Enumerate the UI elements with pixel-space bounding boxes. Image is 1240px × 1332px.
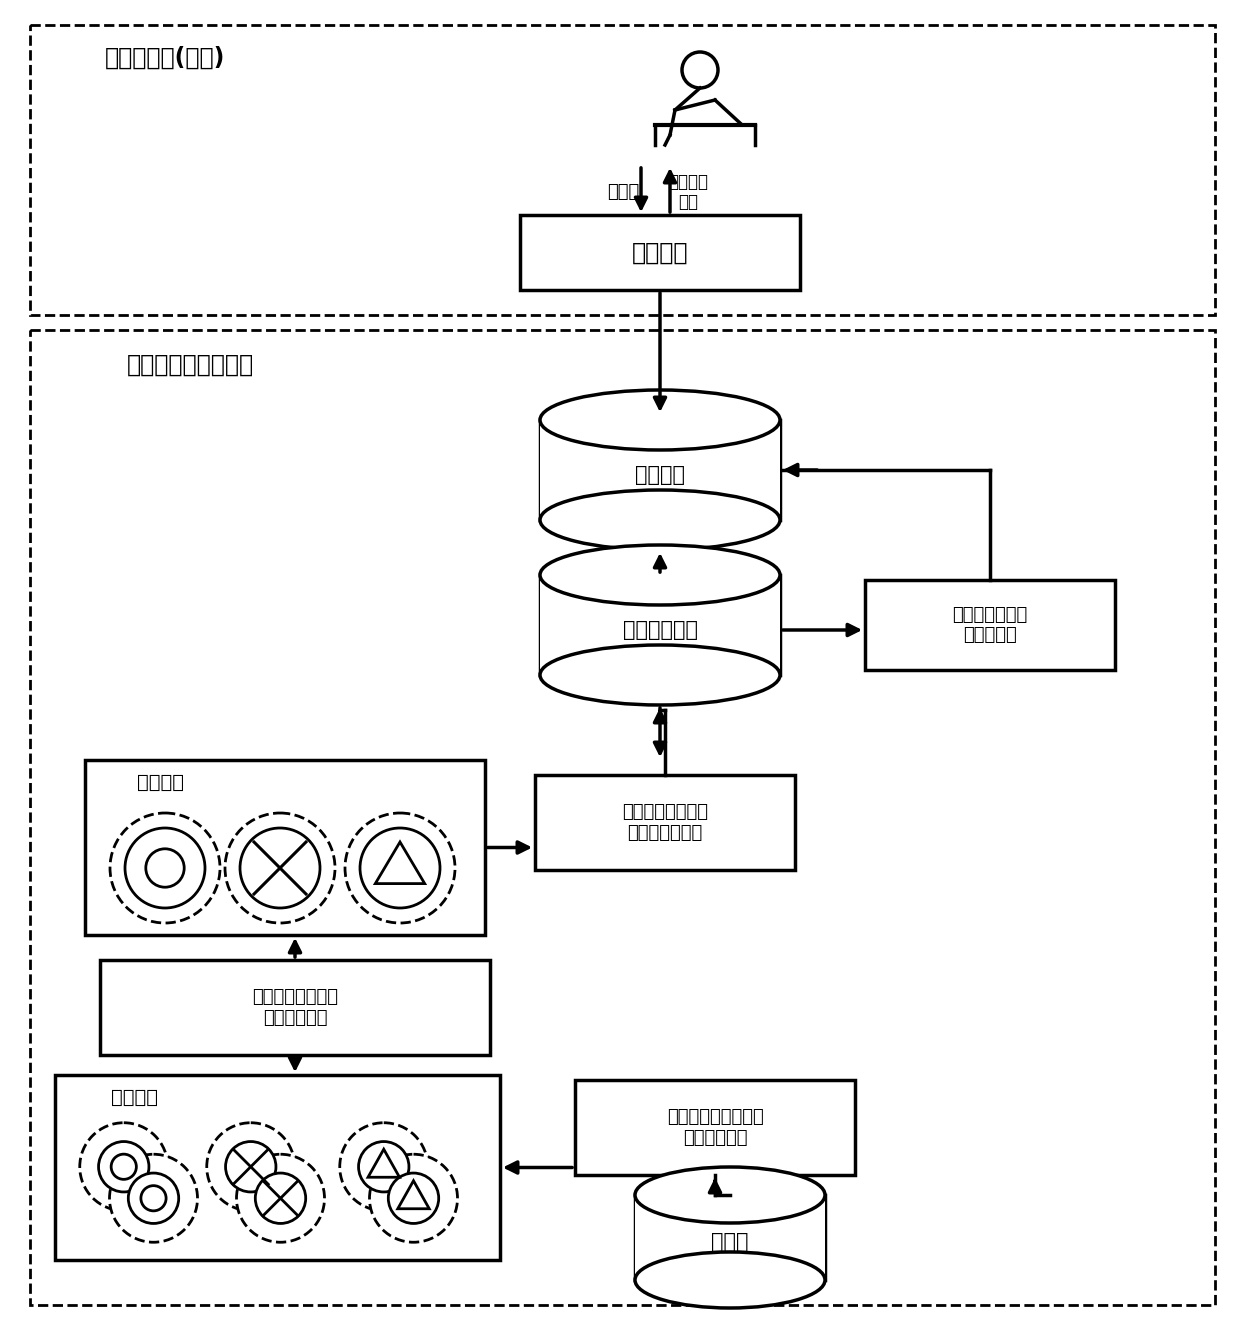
Text: 数据预处理（离线）: 数据预处理（离线）	[126, 353, 253, 377]
Circle shape	[255, 1173, 306, 1224]
Text: 基于改进遗传聚簇算
法的垂直分组: 基于改进遗传聚簇算 法的垂直分组	[667, 1108, 764, 1147]
Bar	[635, 1195, 825, 1280]
Circle shape	[125, 829, 205, 908]
Circle shape	[110, 813, 219, 923]
Bar	[539, 420, 780, 519]
Circle shape	[141, 1185, 166, 1211]
Polygon shape	[368, 1150, 399, 1177]
Polygon shape	[398, 1180, 429, 1208]
Bar	[575, 1080, 856, 1175]
Circle shape	[79, 1123, 167, 1211]
Text: 基于遗传算法的表
连接顺序优化: 基于遗传算法的表 连接顺序优化	[252, 988, 339, 1027]
Bar	[86, 761, 485, 935]
Bar	[30, 25, 1215, 314]
Text: 主题聚簇
单元: 主题聚簇 单元	[668, 173, 708, 212]
Bar	[520, 214, 800, 290]
Ellipse shape	[635, 1252, 825, 1308]
Ellipse shape	[539, 390, 780, 450]
Circle shape	[112, 1154, 136, 1179]
Circle shape	[340, 1123, 428, 1211]
Bar	[539, 575, 780, 675]
Circle shape	[109, 1155, 197, 1243]
Text: 主题聚簇单元: 主题聚簇单元	[622, 619, 697, 639]
Circle shape	[207, 1123, 295, 1211]
Circle shape	[358, 1142, 409, 1192]
Text: 数据库: 数据库	[712, 1232, 749, 1252]
Circle shape	[237, 1155, 325, 1243]
Circle shape	[226, 1142, 277, 1192]
Circle shape	[224, 813, 335, 923]
Bar	[866, 579, 1115, 670]
Circle shape	[360, 829, 440, 908]
Text: 关键词查询(在线): 关键词查询(在线)	[105, 47, 226, 71]
Circle shape	[370, 1155, 458, 1243]
Ellipse shape	[635, 1167, 825, 1223]
Circle shape	[241, 829, 320, 908]
Bar	[534, 775, 795, 870]
Bar	[100, 960, 490, 1055]
Text: 查询处理: 查询处理	[631, 241, 688, 265]
Text: 主题聚簇: 主题聚簇	[112, 1087, 159, 1107]
Circle shape	[682, 52, 718, 88]
Ellipse shape	[539, 645, 780, 705]
Circle shape	[388, 1173, 439, 1224]
Ellipse shape	[539, 545, 780, 605]
Text: 基于元组相似性关
联图的水平分组: 基于元组相似性关 联图的水平分组	[622, 803, 708, 842]
Ellipse shape	[539, 490, 780, 550]
Circle shape	[345, 813, 455, 923]
Text: 主题索引: 主题索引	[635, 465, 684, 485]
Polygon shape	[376, 842, 424, 883]
Text: 主题聚簇: 主题聚簇	[136, 773, 184, 791]
Circle shape	[128, 1173, 179, 1224]
Text: 基于关联规则的
索引图选取: 基于关联规则的 索引图选取	[952, 606, 1028, 645]
Text: 关键字: 关键字	[606, 182, 639, 201]
Bar	[30, 330, 1215, 1305]
Bar	[55, 1075, 500, 1260]
Circle shape	[98, 1142, 149, 1192]
Circle shape	[146, 848, 185, 887]
